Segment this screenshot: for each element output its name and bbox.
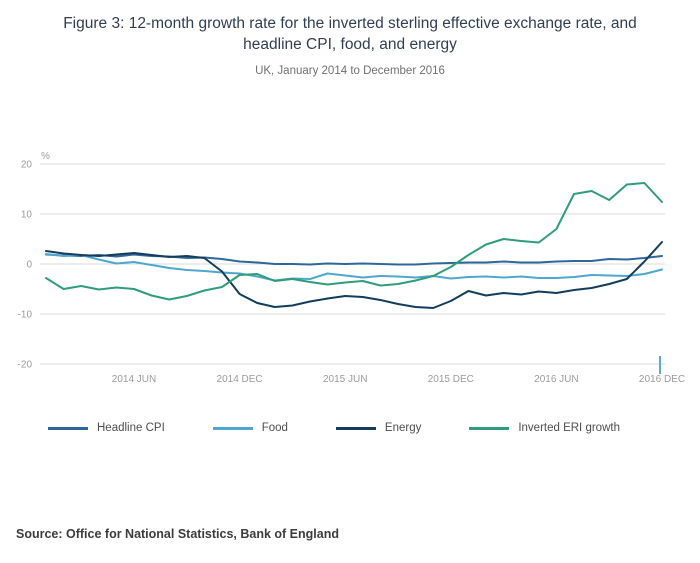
x-axis-tick-label: 2014 JUN — [112, 374, 156, 385]
legend-item-food[interactable]: Food — [212, 422, 288, 434]
series-line-energy — [45, 241, 663, 309]
y-axis-tick-label: -20 — [18, 360, 33, 371]
legend-item-inverted-eri-growth[interactable]: Inverted ERI growth — [469, 422, 620, 434]
series-line-inverted-eri-growth — [45, 182, 663, 301]
source-text: Source: Office for National Statistics, … — [16, 527, 339, 541]
legend-item-headline-cpi[interactable]: Headline CPI — [48, 422, 165, 434]
legend-label: Inverted ERI growth — [518, 422, 620, 434]
x-axis-tick-label: 2016 DEC — [639, 374, 685, 385]
series-line-headline-cpi — [45, 253, 663, 266]
y-axis-tick-label: 20 — [21, 160, 33, 171]
x-axis-tick-label: 2014 DEC — [217, 374, 263, 385]
x-axis-tick-label: 2015 JUN — [323, 374, 367, 385]
legend-swatch — [48, 426, 88, 430]
legend-item-energy[interactable]: Energy — [335, 422, 422, 434]
legend-swatch — [335, 426, 376, 430]
figure-title: Figure 3: 12-month growth rate for the i… — [63, 15, 637, 53]
figure-subtitle: UK, January 2014 to December 2016 — [255, 64, 445, 77]
legend-label: Headline CPI — [97, 422, 165, 434]
legend-label: Energy — [384, 422, 422, 434]
y-axis-unit-label: % — [41, 152, 50, 162]
line-chart: 20 10 0 -10 -20% 2014 JUN 2014 DEC 2015 JUN 2015… — [18, 152, 686, 385]
chart-area: 20 10 0 -10 -20% 2014 JUN 2014 DEC 2015 JUN 2015… — [0, 152, 700, 394]
y-axis-tick-label: 10 — [21, 210, 33, 221]
legend-label: Food — [261, 422, 288, 434]
y-axis-tick-label: 0 — [26, 260, 32, 271]
legend-swatch — [469, 426, 510, 430]
y-axis-tick-label: -10 — [18, 310, 33, 321]
series-line-food — [45, 253, 663, 282]
legend-swatch — [212, 426, 253, 430]
chart-legend: Headline CPI Food Energy Inverted ERI gr… — [48, 422, 620, 434]
x-axis-tick-label: 2015 DEC — [428, 374, 474, 385]
x-axis-tick-label: 2016 JUN — [534, 374, 578, 385]
